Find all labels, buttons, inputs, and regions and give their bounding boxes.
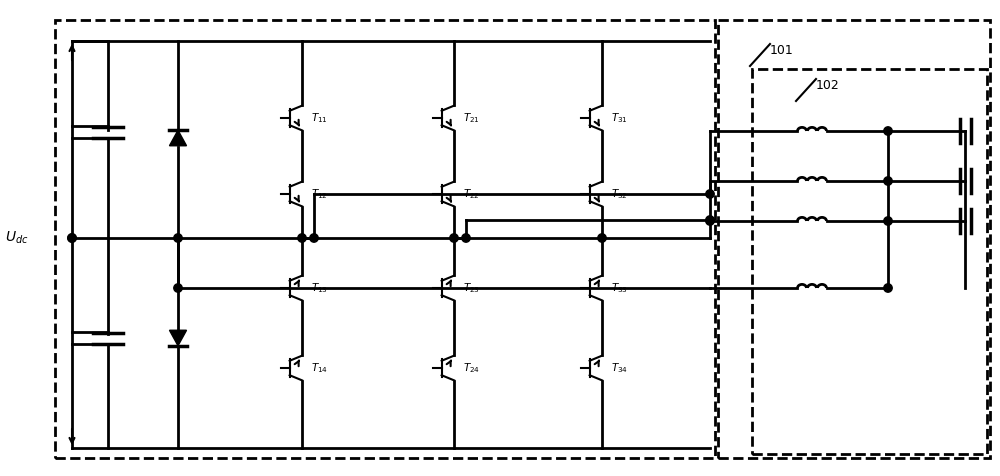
Text: $T_{22}$: $T_{22}$ [463,187,480,201]
Text: $T_{33}$: $T_{33}$ [611,281,628,295]
Circle shape [884,177,892,185]
Text: 102: 102 [816,79,840,92]
Circle shape [174,234,182,242]
Circle shape [450,234,458,242]
Polygon shape [169,330,187,346]
Circle shape [68,234,76,242]
Text: $U_{dc}$: $U_{dc}$ [5,230,29,246]
Text: $T_{12}$: $T_{12}$ [311,187,328,201]
Text: $T_{13}$: $T_{13}$ [311,281,328,295]
Bar [55,20,715,458]
Text: $T_{34}$: $T_{34}$ [611,361,628,375]
Bar [752,69,987,454]
Circle shape [462,234,470,242]
Text: 101: 101 [770,44,794,57]
Text: $T_{14}$: $T_{14}$ [311,361,328,375]
Text: $T_{11}$: $T_{11}$ [311,111,328,125]
Circle shape [68,234,76,242]
Circle shape [884,127,892,135]
Circle shape [884,217,892,225]
Circle shape [706,190,714,198]
Circle shape [706,216,714,224]
Circle shape [598,234,606,242]
Text: $T_{31}$: $T_{31}$ [611,111,628,125]
Circle shape [174,284,182,292]
Circle shape [884,284,892,292]
Circle shape [298,234,306,242]
Text: $T_{32}$: $T_{32}$ [611,187,628,201]
Bar [718,20,990,458]
Circle shape [706,217,714,225]
Text: $T_{21}$: $T_{21}$ [463,111,480,125]
Polygon shape [169,130,187,146]
Circle shape [310,234,318,242]
Text: $T_{23}$: $T_{23}$ [463,281,480,295]
Text: $T_{24}$: $T_{24}$ [463,361,480,375]
